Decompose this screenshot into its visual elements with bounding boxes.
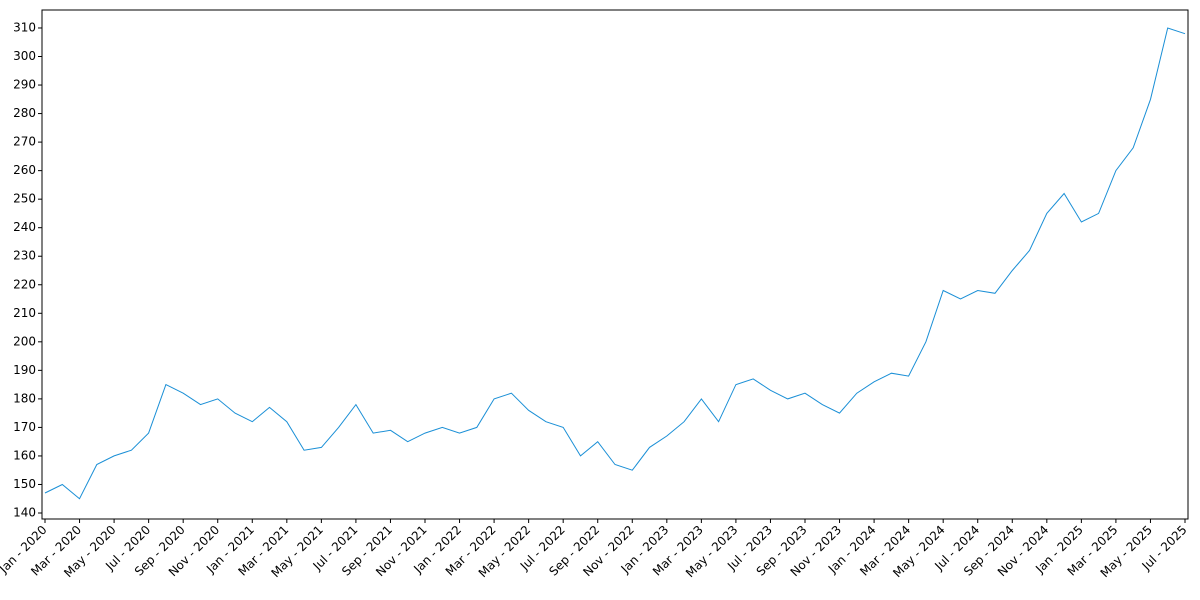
y-tick-label: 300 (13, 49, 36, 63)
y-tick-label: 220 (13, 277, 36, 291)
y-tick-label: 240 (13, 220, 36, 234)
y-tick-label: 150 (13, 477, 36, 491)
y-tick-label: 160 (13, 448, 36, 462)
y-tick-label: 260 (13, 163, 36, 177)
y-tick-label: 180 (13, 391, 36, 405)
y-tick-label: 140 (13, 506, 36, 520)
line (44, 27, 1186, 500)
y-tick-label: 250 (13, 192, 36, 206)
y-tick-label: 270 (13, 135, 36, 149)
y-tick-label: 280 (13, 106, 36, 120)
y-tick-label: 230 (13, 249, 36, 263)
y-tick-label: 170 (13, 420, 36, 434)
y-tick-label: 310 (13, 20, 36, 34)
y-tick-label: 210 (13, 306, 36, 320)
y-tick-label: 290 (13, 78, 36, 92)
plot-frame (41, 9, 1189, 520)
y-tick-label: 200 (13, 334, 36, 348)
y-tick-label: 190 (13, 363, 36, 377)
